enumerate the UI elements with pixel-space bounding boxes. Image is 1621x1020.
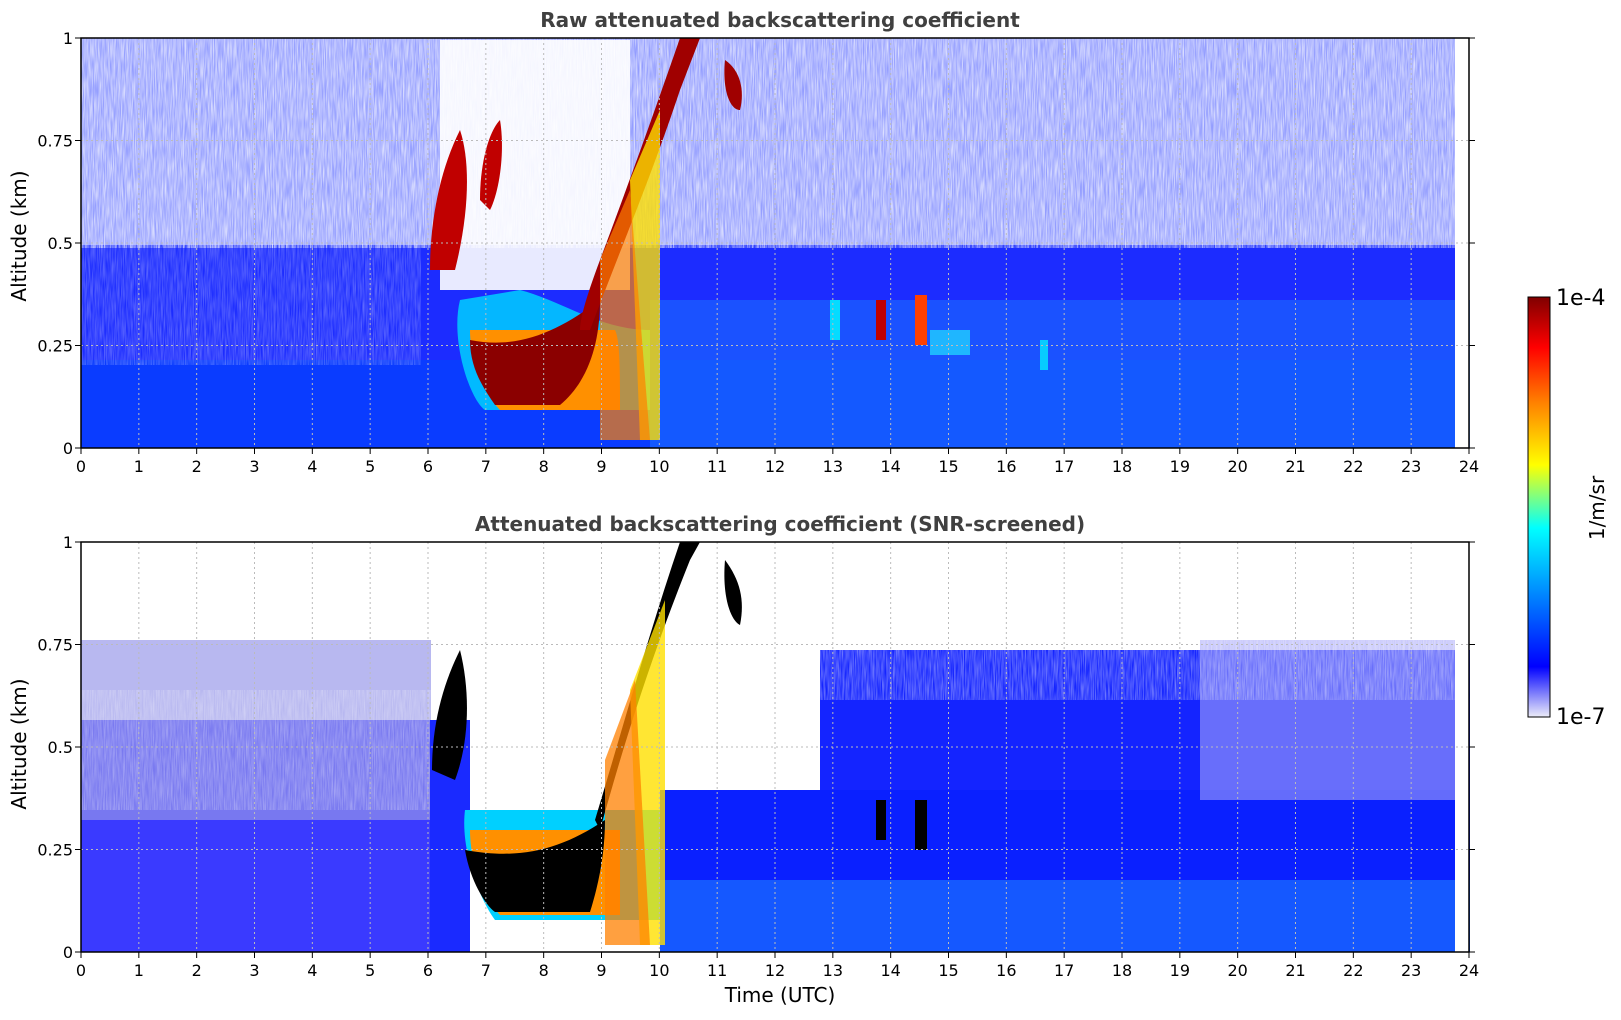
x-tick-label: 8 bbox=[539, 961, 549, 980]
x-tick-label: 22 bbox=[1343, 961, 1363, 980]
y-tick-label: 0 bbox=[63, 943, 73, 962]
x-tick-label: 21 bbox=[1285, 961, 1305, 980]
panel-screened-xticks: 0 1 2 3 4 5 6 7 8 9 10 11 12 13 14 15 16 17 18 19 20 21 22 23 24 bbox=[76, 952, 1479, 980]
x-tick-label: 10 bbox=[649, 961, 669, 980]
x-tick-label: 19 bbox=[1170, 457, 1190, 476]
y-tick-label: 0.25 bbox=[37, 337, 73, 356]
x-tick-label: 23 bbox=[1401, 457, 1421, 476]
x-tick-label: 14 bbox=[880, 457, 900, 476]
x-tick-label: 7 bbox=[481, 961, 491, 980]
panel-raw-yticks: 0 0.25 0.5 0.75 1 bbox=[37, 29, 1475, 458]
x-tick-label: 17 bbox=[1054, 961, 1074, 980]
x-tick-label: 4 bbox=[307, 961, 317, 980]
x-tick-label: 6 bbox=[423, 457, 433, 476]
panel-raw-xticks: 0 1 2 3 4 5 6 7 8 9 10 11 12 13 14 15 16 17 18 19 20 21 22 23 24 bbox=[76, 448, 1479, 476]
panel-screened-title: Attenuated backscattering coefficient (S… bbox=[475, 512, 1085, 536]
x-tick-label: 20 bbox=[1227, 457, 1247, 476]
y-tick-label: 0.5 bbox=[48, 738, 73, 757]
x-tick-label: 12 bbox=[765, 961, 785, 980]
panel-raw-ylabel: Altitude (km) bbox=[7, 170, 31, 301]
x-tick-label: 19 bbox=[1170, 961, 1190, 980]
y-tick-label: 1 bbox=[63, 29, 73, 48]
y-tick-label: 0 bbox=[63, 439, 73, 458]
colorbar-unit-label: 1/m/sr bbox=[1585, 475, 1609, 540]
panel-screened-xgrid bbox=[138, 542, 1412, 952]
panel-screened-ylabel: Altitude (km) bbox=[7, 678, 31, 809]
x-tick-label: 9 bbox=[596, 457, 606, 476]
x-tick-label: 13 bbox=[823, 961, 843, 980]
x-tick-label: 11 bbox=[707, 457, 727, 476]
y-tick-label: 0.75 bbox=[37, 636, 73, 655]
x-tick-label: 17 bbox=[1054, 457, 1074, 476]
x-tick-label: 15 bbox=[938, 457, 958, 476]
x-tick-label: 18 bbox=[1112, 457, 1132, 476]
panel-raw: Raw attenuated backscattering coefficien… bbox=[7, 8, 1479, 476]
panel-screened-xlabel: Time (UTC) bbox=[724, 983, 836, 1007]
panel-raw-xgrid bbox=[138, 38, 1412, 448]
x-tick-label: 1 bbox=[134, 961, 144, 980]
x-tick-label: 23 bbox=[1401, 961, 1421, 980]
x-tick-label: 1 bbox=[134, 457, 144, 476]
x-tick-label: 22 bbox=[1343, 457, 1363, 476]
panel-screened: Attenuated backscattering coefficient (S… bbox=[7, 512, 1479, 1007]
x-tick-label: 12 bbox=[765, 457, 785, 476]
x-tick-label: 20 bbox=[1227, 961, 1247, 980]
x-tick-label: 3 bbox=[249, 457, 259, 476]
colorbar-max-label: 1e-4 bbox=[1556, 286, 1605, 311]
x-tick-label: 3 bbox=[249, 961, 259, 980]
panel-screened-yticks: 0 0.25 0.5 0.75 1 bbox=[37, 533, 1475, 962]
x-tick-label: 8 bbox=[539, 457, 549, 476]
x-tick-label: 0 bbox=[76, 961, 86, 980]
x-tick-label: 9 bbox=[596, 961, 606, 980]
colorbar-gradient bbox=[1527, 296, 1551, 718]
x-tick-label: 11 bbox=[707, 961, 727, 980]
y-tick-label: 0.25 bbox=[37, 841, 73, 860]
x-tick-label: 15 bbox=[938, 961, 958, 980]
x-tick-label: 5 bbox=[365, 457, 375, 476]
x-tick-label: 4 bbox=[307, 457, 317, 476]
x-tick-label: 21 bbox=[1285, 457, 1305, 476]
panel-raw-title: Raw attenuated backscattering coefficien… bbox=[540, 8, 1020, 32]
y-tick-label: 0.75 bbox=[37, 132, 73, 151]
x-tick-label: 13 bbox=[823, 457, 843, 476]
x-tick-label: 16 bbox=[996, 457, 1016, 476]
y-tick-label: 0.5 bbox=[48, 234, 73, 253]
x-tick-label: 5 bbox=[365, 961, 375, 980]
x-tick-label: 18 bbox=[1112, 961, 1132, 980]
x-tick-label: 6 bbox=[423, 961, 433, 980]
x-tick-label: 0 bbox=[76, 457, 86, 476]
colorbar-min-label: 1e-7 bbox=[1556, 705, 1605, 730]
x-tick-label: 24 bbox=[1459, 961, 1479, 980]
x-tick-label: 10 bbox=[649, 457, 669, 476]
x-tick-label: 14 bbox=[880, 961, 900, 980]
colorbar: 1e-4 1e-7 1/m/sr bbox=[1527, 286, 1609, 730]
x-tick-label: 2 bbox=[192, 961, 202, 980]
x-tick-label: 16 bbox=[996, 961, 1016, 980]
x-tick-label: 24 bbox=[1459, 457, 1479, 476]
x-tick-label: 2 bbox=[192, 457, 202, 476]
x-tick-label: 7 bbox=[481, 457, 491, 476]
y-tick-label: 1 bbox=[63, 533, 73, 552]
